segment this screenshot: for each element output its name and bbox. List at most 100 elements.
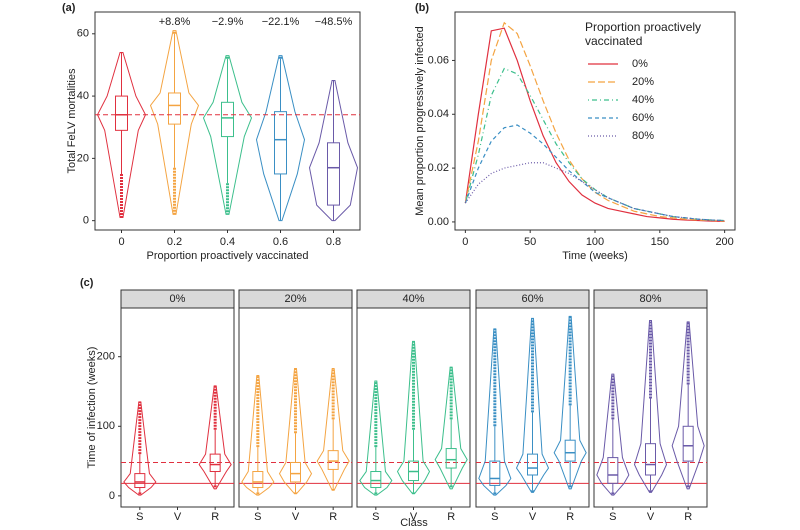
box	[115, 95, 128, 131]
y-tick-label: 200	[97, 351, 115, 363]
x-tick-label: S	[609, 511, 616, 523]
legend-label: 40%	[632, 94, 654, 106]
box	[134, 473, 146, 489]
x-tick-label: 0.4	[220, 236, 235, 248]
y-tick-label: 40	[77, 90, 89, 102]
x-tick-label: 200	[715, 236, 733, 248]
x-axis-title: Time (weeks)	[562, 250, 628, 262]
x-tick-label: 100	[586, 236, 604, 248]
box	[327, 142, 340, 206]
y-tick-label: 0	[109, 490, 115, 502]
facet-title: 0%	[170, 293, 186, 305]
y-tick-label: 20	[77, 152, 89, 164]
legend-label: 20%	[632, 76, 654, 88]
panel-label: (b)	[415, 2, 429, 14]
box	[168, 92, 181, 125]
violin	[278, 368, 313, 495]
plot-frame	[94, 11, 361, 231]
y-tick-label: 100	[97, 420, 115, 432]
box	[370, 471, 382, 489]
box	[645, 443, 656, 476]
annotation: +8.8%	[159, 16, 191, 28]
annotation: −2.9%	[212, 16, 244, 28]
box	[564, 439, 576, 462]
y-axis-title: Time of infection (weeks)	[86, 347, 98, 469]
x-tick-label: R	[566, 511, 574, 523]
x-axis-title: Class	[400, 517, 428, 529]
violin	[596, 373, 630, 496]
x-tick-label: 50	[524, 236, 536, 248]
annotation: −48.5%	[315, 16, 353, 28]
violin	[478, 328, 512, 496]
x-axis-title: Proportion proactively vaccinated	[146, 250, 308, 262]
facet-title: 40%	[402, 293, 424, 305]
violin	[396, 340, 431, 495]
line	[464, 27, 725, 222]
violin	[96, 51, 147, 219]
line	[464, 67, 725, 222]
x-tick-label: 150	[651, 236, 669, 248]
x-tick-label: V	[292, 511, 300, 523]
box	[327, 450, 339, 470]
violin	[316, 368, 350, 491]
x-tick-label: V	[174, 511, 182, 523]
box	[252, 471, 264, 489]
box	[290, 461, 301, 483]
legend-label: 60%	[632, 112, 654, 124]
x-tick-label: V	[410, 511, 418, 523]
facet-title: 80%	[639, 293, 661, 305]
x-tick-label: R	[684, 511, 692, 523]
line	[464, 162, 725, 222]
y-tick-label: 0.02	[428, 162, 449, 174]
violin	[149, 30, 200, 215]
violin	[241, 374, 275, 496]
x-tick-label: R	[329, 511, 337, 523]
x-tick-label: S	[254, 511, 261, 523]
violin	[255, 55, 306, 222]
y-tick-label: 0.04	[428, 108, 449, 120]
x-tick-label: 0.8	[326, 236, 341, 248]
x-tick-label: S	[491, 511, 498, 523]
x-tick-label: 0.2	[167, 236, 182, 248]
facet-title: 60%	[521, 293, 543, 305]
violin	[515, 317, 550, 493]
legend-label: 80%	[632, 130, 654, 142]
x-tick-label: 0.6	[273, 236, 288, 248]
box	[489, 460, 501, 486]
facet-title: 20%	[284, 293, 306, 305]
y-tick-label: 0	[83, 215, 89, 227]
x-tick-label: V	[529, 511, 537, 523]
legend-title: Proportion proactively vaccinated	[585, 20, 702, 48]
y-tick-label: 0.06	[428, 54, 449, 66]
x-tick-label: 0	[118, 236, 124, 248]
violin	[308, 80, 359, 222]
panel-label: (a)	[62, 2, 76, 14]
panel-label: (c)	[80, 277, 94, 289]
x-tick-label: S	[372, 511, 379, 523]
x-tick-label: 0	[462, 236, 468, 248]
violin	[359, 380, 393, 496]
y-tick-label: 0.00	[428, 216, 449, 228]
box	[209, 453, 221, 473]
box	[682, 425, 694, 462]
x-tick-label: R	[211, 511, 219, 523]
violin	[202, 55, 253, 215]
x-tick-label: V	[647, 511, 655, 523]
y-axis-title: Mean proportion progressively infected	[414, 26, 426, 216]
annotation: −22.1%	[262, 16, 300, 28]
box	[221, 101, 234, 138]
x-tick-label: S	[136, 511, 143, 523]
violin	[123, 401, 157, 496]
box	[527, 453, 538, 476]
y-axis-title: Total FeLV mortalities	[66, 68, 78, 173]
y-tick-label: 60	[77, 28, 89, 40]
line	[464, 124, 725, 222]
legend-label: 0%	[632, 58, 648, 70]
line	[464, 21, 725, 222]
box	[607, 457, 619, 484]
x-tick-label: R	[447, 511, 455, 523]
box	[445, 448, 457, 469]
violin	[633, 320, 668, 493]
